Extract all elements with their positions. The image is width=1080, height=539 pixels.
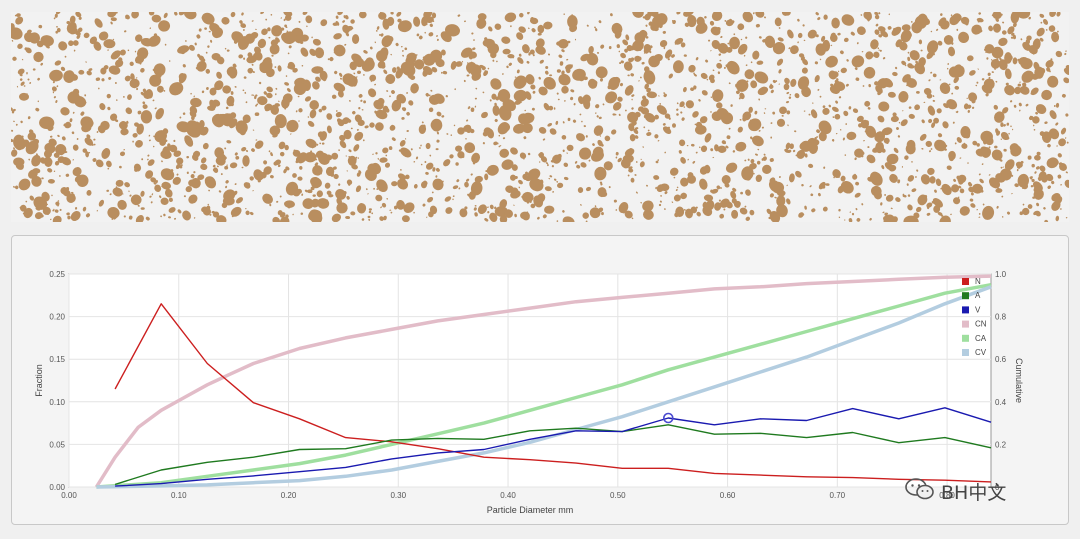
series-line-v[interactable]	[115, 407, 992, 487]
y-tick-label: 0.15	[49, 355, 65, 364]
y2-tick-label: 0.8	[995, 313, 1007, 322]
x-tick-label: 0.40	[500, 491, 516, 500]
series-line-a[interactable]	[114, 424, 992, 486]
x-tick-label: 0.80	[939, 491, 955, 500]
series-line-ca[interactable]	[96, 282, 992, 489]
y-tick-label: 0.05	[49, 440, 65, 449]
x-tick-label: 0.70	[830, 491, 846, 500]
particle-size-chart[interactable]: 0.00 0.10 0.20 0.30 0.40 0.50 0.60 0.70 0.800.00…	[12, 236, 1068, 524]
y2-tick-label: 0	[995, 483, 1000, 492]
legend-swatch-v	[962, 306, 969, 314]
y-tick-label: 0.10	[49, 398, 65, 407]
plot-area	[68, 273, 992, 488]
y2-tick-label: 1.0	[995, 270, 1007, 279]
series-line-cn[interactable]	[94, 274, 992, 488]
legend-label-n: N	[975, 277, 981, 286]
x-axis-title: Particle Diameter mm	[487, 505, 574, 515]
particle-sample-image	[7, 6, 1072, 230]
legend-label-v: V	[975, 305, 981, 314]
y2-tick-label: 0.2	[995, 440, 1007, 449]
chart-panel[interactable]: 0.00 0.10 0.20 0.30 0.40 0.50 0.60 0.70 0.80 0.00…	[11, 235, 1069, 525]
legend-label-a: A	[975, 291, 981, 300]
legend-label-cv: CV	[975, 348, 987, 357]
watermark-text: BH中文	[941, 482, 1007, 504]
y2-tick-label: 0.4	[995, 398, 1007, 407]
wechat-icon	[905, 478, 935, 505]
y2-axis-title: Cumulative	[1014, 358, 1024, 403]
legend-label-ca: CA	[975, 334, 987, 343]
series-line-n[interactable]	[114, 303, 992, 483]
legend-swatch-cv	[962, 349, 969, 356]
x-tick-label: 0.10	[171, 491, 187, 500]
legend-swatch-cn	[962, 320, 969, 328]
highlighted-point[interactable]	[662, 412, 674, 424]
legend: NAV CN CA CV	[962, 277, 987, 357]
x-tick-label: 0.50	[610, 491, 626, 500]
legend-swatch-a	[962, 292, 969, 300]
watermark: BH中文	[905, 478, 1006, 505]
y2-tick-label: 0.6	[995, 355, 1007, 364]
x-tick-label: 0.30	[390, 491, 406, 500]
y-tick-label: 0.20	[49, 313, 65, 322]
legend-swatch-ca	[962, 334, 969, 342]
particle-blobs	[7, 6, 1072, 230]
x-tick-label: 0.00	[61, 491, 77, 500]
y-tick-label: 0.25	[49, 270, 65, 279]
y-axis-title: Fraction	[34, 364, 44, 397]
y-tick-label: 0.00	[49, 483, 65, 492]
x-tick-label: 0.60	[720, 491, 736, 500]
particle-canvas	[7, 6, 1072, 230]
series-line-cv[interactable]	[96, 285, 992, 489]
legend-label-cn: CN	[975, 320, 987, 329]
x-tick-label: 0.20	[281, 491, 297, 500]
legend-swatch-n	[962, 278, 969, 285]
